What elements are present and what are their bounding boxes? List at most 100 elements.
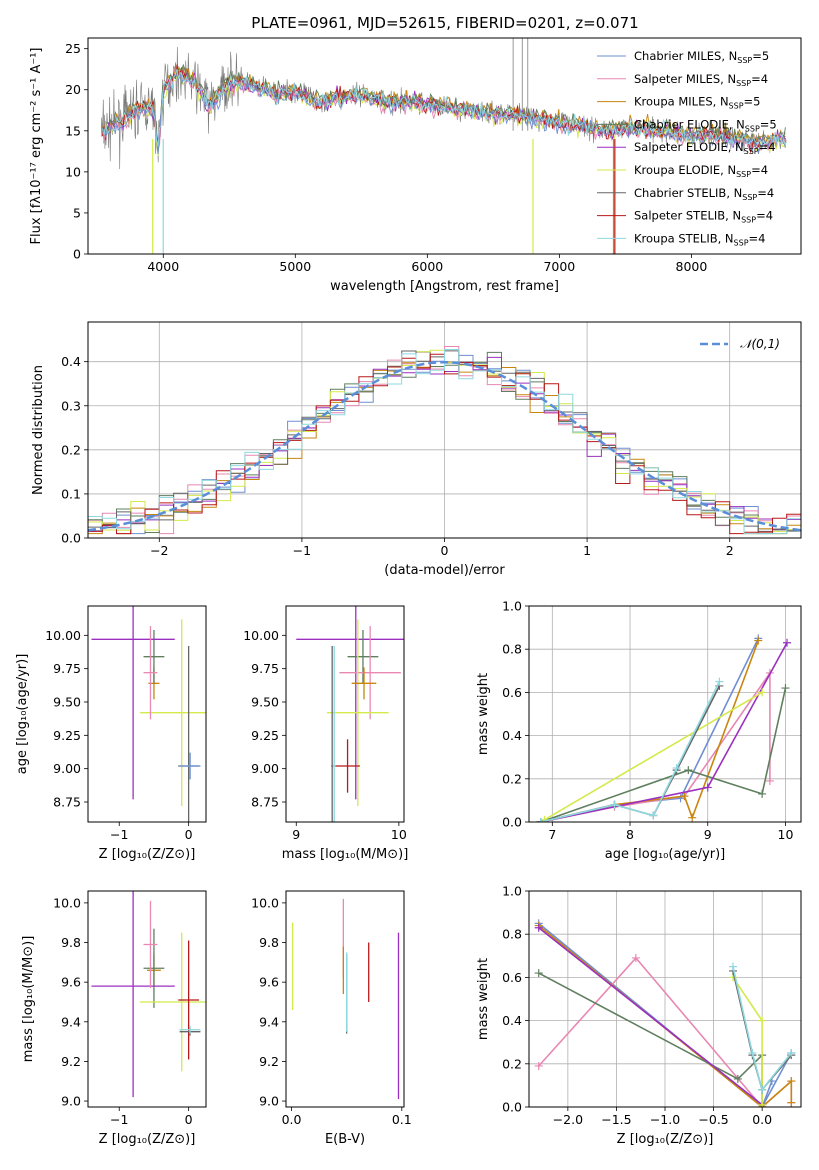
- y-tick-label: 5: [73, 205, 81, 220]
- y-axis-label: age [log₁₀(age/yr)]: [15, 654, 30, 775]
- x-tick-label: 10: [391, 827, 407, 842]
- legend-text: Salpeter STELIB, N: [634, 209, 741, 223]
- legend-value: =4: [749, 231, 766, 245]
- y-tick-label: 1.0: [502, 599, 522, 614]
- y-tick-label: 0.0: [502, 1100, 522, 1115]
- x-tick-label: 1: [583, 543, 591, 558]
- x-tick-label: −1.5: [601, 1112, 631, 1127]
- legend-value: =4: [751, 163, 768, 177]
- legend-value: =5: [752, 49, 769, 63]
- x-axis-label: mass [log₁₀(M/M⊙)]: [282, 847, 409, 862]
- legend-sub: SSP: [736, 79, 751, 88]
- mass_vs_ebv-points: [291, 898, 400, 1100]
- model-spectrum: [102, 68, 786, 147]
- y-tick-label: 0.4: [502, 1013, 522, 1028]
- axes-frame: [87, 605, 207, 823]
- x-tick-label: 6000: [411, 259, 443, 274]
- y-tick-label: 9.8: [61, 935, 81, 950]
- y-tick-label: 9.25: [251, 728, 279, 743]
- weight-marker: [688, 813, 697, 822]
- y-tick-label: 9.2: [61, 1054, 81, 1069]
- weight-marker: [684, 766, 693, 775]
- x-tick-label: 0: [185, 1112, 193, 1127]
- legend-label: Kroupa MILES, NSSP=5: [634, 95, 760, 111]
- y-tick-label: 8.75: [251, 795, 279, 810]
- x-axis-label: Z [log₁₀(Z/Z⊙)]: [99, 847, 196, 862]
- x-tick-label: 2: [726, 543, 734, 558]
- legend-label: Salpeter STELIB, NSSP=4: [634, 209, 773, 225]
- spectrum-legend: Chabrier MILES, NSSP=5 Salpeter MILES, NS…: [597, 49, 777, 247]
- y-tick-label: 8.75: [53, 795, 81, 810]
- weight-line: [540, 640, 760, 822]
- x-tick-label: 9: [292, 827, 300, 842]
- y-tick-label: 9.0: [61, 1094, 81, 1109]
- weight_vs_Z-axes: −2.0 −1.5 −1.0 −0.5 0.0 0.0 0.2 0.4 0.6 0.8 1.0 Z […: [476, 884, 801, 1147]
- y-tick-label: 10: [65, 164, 81, 179]
- legend-text: Chabrier ELODIE, N: [634, 117, 745, 131]
- x-tick-label: −0.5: [698, 1112, 728, 1127]
- y-tick-label: 0.1: [61, 486, 81, 501]
- legend-label: Salpeter MILES, NSSP=4: [634, 72, 768, 88]
- y-tick-label: 10.0: [251, 895, 279, 910]
- weight_vs_Z-series: [534, 919, 796, 1107]
- weight-marker: [703, 783, 712, 792]
- residuals-axes: −2 −1 0 1 2 0.0 0.1 0.2 0.3 0.4 (data-model)/error…: [31, 322, 801, 578]
- legend-label: Chabrier ELODIE, NSSP=5: [634, 117, 777, 133]
- legend-label: Salpeter ELODIE, NSSP=4: [634, 140, 776, 156]
- y-tick-label: 15: [65, 123, 81, 138]
- x-tick-label: 7000: [543, 259, 575, 274]
- x-tick-label: −2.0: [553, 1112, 583, 1127]
- y-tick-label: 20: [65, 82, 81, 97]
- weight-marker: [536, 818, 545, 822]
- y-tick-label: 0.2: [502, 771, 522, 786]
- spectrum-lines: [100, 38, 787, 254]
- legend-text: Kroupa MILES, N: [634, 95, 729, 109]
- legend-sub: SSP: [742, 193, 757, 202]
- mass_vs_Z-points: [91, 891, 206, 1098]
- normal-curve: [88, 360, 801, 532]
- legend-label: 𝒩(0,1): [740, 337, 780, 351]
- y-tick-label: 10.00: [45, 628, 81, 643]
- weight-marker: [748, 1049, 757, 1057]
- y-tick-label: 10.0: [53, 895, 81, 910]
- weight-marker: [649, 811, 658, 820]
- y-tick-label: 9.75: [251, 661, 279, 676]
- age_vs_mass-points: [296, 606, 404, 822]
- x-tick-label: 0.1: [392, 1112, 412, 1127]
- mass_vs_ebv-axes: 0.0 0.1 9.0 9.2 9.4 9.6 9.8 10.0 E(B-V): [251, 895, 412, 1147]
- weight-line: [538, 972, 763, 1105]
- legend-value: =4: [756, 209, 773, 223]
- y-tick-label: 9.8: [259, 935, 279, 950]
- age_vs_Z-points: [91, 606, 206, 822]
- legend-value: =5: [744, 95, 761, 109]
- y-tick-label: 9.4: [61, 1014, 81, 1029]
- weight-line: [544, 691, 763, 821]
- weight-marker: [534, 923, 543, 932]
- legend-sub: SSP: [745, 124, 760, 133]
- weight-marker: [672, 764, 681, 772]
- y-tick-label: 0.6: [502, 685, 522, 700]
- weight-marker: [783, 638, 792, 647]
- weight-marker: [758, 789, 767, 798]
- legend-sub: SSP: [734, 238, 749, 247]
- y-axis-label: Normed distribution: [31, 365, 46, 495]
- x-tick-label: 10: [778, 827, 794, 842]
- legend-label: Chabrier MILES, NSSP=5: [634, 49, 769, 65]
- x-tick-label: 0: [185, 827, 193, 842]
- weight-marker: [758, 1085, 767, 1094]
- y-tick-label: 0.8: [502, 927, 522, 942]
- x-tick-label: −1: [110, 827, 128, 842]
- axes-frame: [87, 890, 207, 1108]
- legend-value: =4: [751, 72, 768, 86]
- weight-marker: [787, 1077, 796, 1086]
- x-tick-label: −1: [293, 543, 311, 558]
- y-tick-label: 0.3: [61, 398, 81, 413]
- legend-text: Kroupa STELIB, N: [634, 231, 734, 245]
- weight-marker: [787, 1098, 796, 1107]
- x-tick-label: 4000: [147, 259, 179, 274]
- weight_vs_age-series: [536, 634, 792, 822]
- y-tick-label: 9.6: [61, 975, 81, 990]
- y-tick-label: 0: [73, 247, 81, 262]
- axes-frame: [87, 321, 802, 539]
